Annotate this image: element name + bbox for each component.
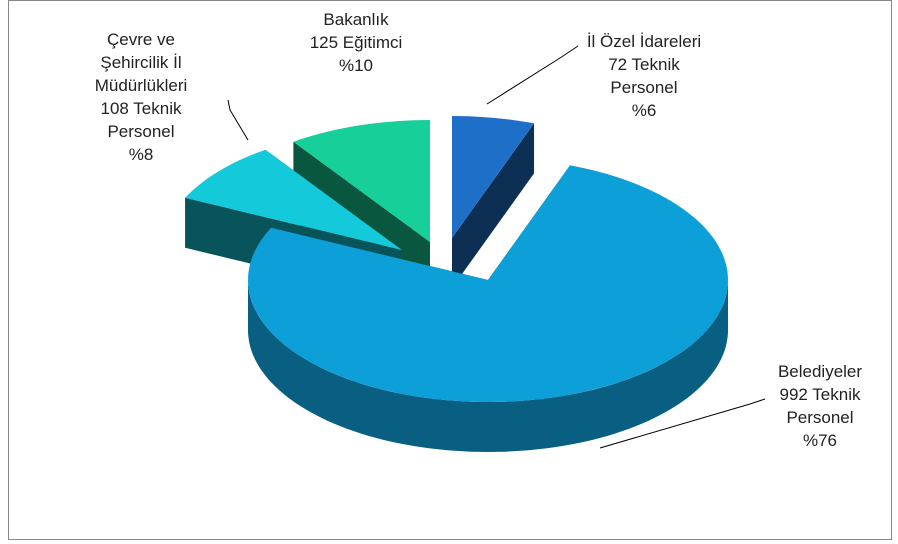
label-percent: %8 — [128, 145, 154, 164]
label-count: 72 Teknik Personel — [608, 55, 680, 97]
pie — [185, 116, 728, 452]
data-label: İl Özel İdareleri 72 Teknik Personel %6 — [587, 30, 701, 122]
data-label: Belediyeler 992 Teknik Personel %76 — [770, 360, 870, 452]
slice-wall — [452, 123, 535, 288]
leader-line — [599, 398, 766, 449]
leader-line — [486, 45, 579, 105]
slice — [248, 165, 728, 402]
label-name: Belediyeler — [777, 362, 863, 381]
slice-side — [248, 280, 728, 452]
slice — [185, 149, 402, 250]
label-count: 992 Teknik Personel — [779, 385, 861, 427]
label-percent: %76 — [802, 431, 838, 450]
data-label: Çevre ve Şehircilik İl Müdürlükleri 108 … — [82, 28, 200, 166]
label-count: 125 Eğitimci — [309, 33, 403, 52]
slice — [452, 116, 534, 238]
label-name: Bakanlık — [323, 10, 389, 29]
data-label: Bakanlık 125 Eğitimci %10 — [310, 8, 403, 77]
slice — [293, 120, 430, 242]
label-percent: %6 — [631, 101, 657, 120]
label-name: Çevre ve Şehircilik İl Müdürlükleri — [94, 30, 188, 95]
label-percent: %10 — [338, 56, 374, 75]
leader-line — [227, 99, 249, 141]
label-count: 108 Teknik Personel — [100, 99, 182, 141]
label-name: İl Özel İdareleri — [586, 32, 702, 51]
